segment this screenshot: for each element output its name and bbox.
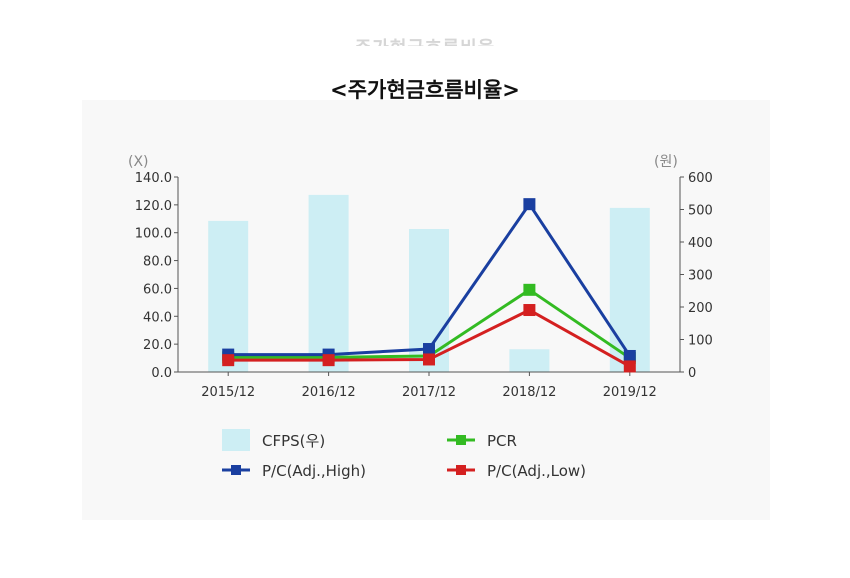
legend: CFPS(우) PCR P/C(Adj.,High) P/C(Adj.,Low)	[222, 429, 586, 480]
y-left-tick-label: 20.0	[143, 338, 172, 353]
y-right-tick-label: 600	[688, 171, 713, 186]
cfps-bar	[208, 220, 249, 372]
x-tick-label: 2019/12	[603, 385, 657, 400]
y-left-tick-label: 60.0	[143, 282, 172, 297]
series-point	[423, 343, 435, 356]
legend-swatch-point	[456, 465, 466, 475]
x-tick-label: 2017/12	[402, 385, 456, 400]
y-left-tick-label: 0.0	[151, 366, 172, 381]
y-right-tick-label: 400	[688, 236, 713, 251]
series-point	[523, 198, 536, 211]
series-point	[322, 354, 335, 367]
y-left-tick-label: 100.0	[135, 227, 172, 242]
x-tick-label: 2015/12	[201, 385, 255, 400]
y-left-tick-label: 120.0	[135, 199, 172, 214]
series-point	[222, 354, 235, 367]
ghost-title: 주가현금흐름비율	[0, 34, 850, 46]
legend-swatch-point	[231, 465, 241, 475]
series-lines	[222, 198, 636, 373]
series-point	[423, 353, 435, 366]
y-left-tick-label: 40.0	[143, 310, 172, 325]
axes: 0.0 20.0 40.0 60.0 80.0 100.0 120.0 140.0 0 100 20…	[128, 154, 713, 400]
legend-swatch-bar	[222, 429, 250, 451]
cfps-bar	[609, 207, 650, 372]
chart-title: <주가현금흐름비율>	[330, 78, 520, 102]
y-right-tick-label: 100	[688, 334, 713, 349]
y-right-tick-label: 200	[688, 301, 713, 316]
y-right-tick-label: 0	[688, 366, 696, 381]
series-point	[623, 349, 636, 362]
y-right-tick-label: 500	[688, 204, 713, 219]
legend-swatch-point	[456, 435, 466, 445]
x-tick-label: 2018/12	[502, 385, 556, 400]
legend-label: P/C(Adj.,High)	[262, 462, 366, 480]
series-point	[523, 283, 536, 296]
y-left-tick-label: 80.0	[143, 255, 172, 270]
y-left-tick-label: 140.0	[135, 171, 172, 186]
y-right-tick-label: 300	[688, 269, 713, 284]
legend-label: PCR	[487, 432, 517, 450]
cfps-bar	[308, 194, 349, 372]
series-point	[523, 304, 536, 317]
series-point	[623, 360, 636, 373]
y-left-unit-label: (X)	[128, 154, 149, 170]
legend-label: CFPS(우)	[262, 432, 325, 450]
x-tick-label: 2016/12	[302, 385, 356, 400]
y-right-unit-label: (원)	[654, 154, 678, 170]
cfps-bars	[208, 194, 650, 372]
legend-label: P/C(Adj.,Low)	[487, 462, 586, 480]
cfps-bar	[509, 349, 550, 372]
